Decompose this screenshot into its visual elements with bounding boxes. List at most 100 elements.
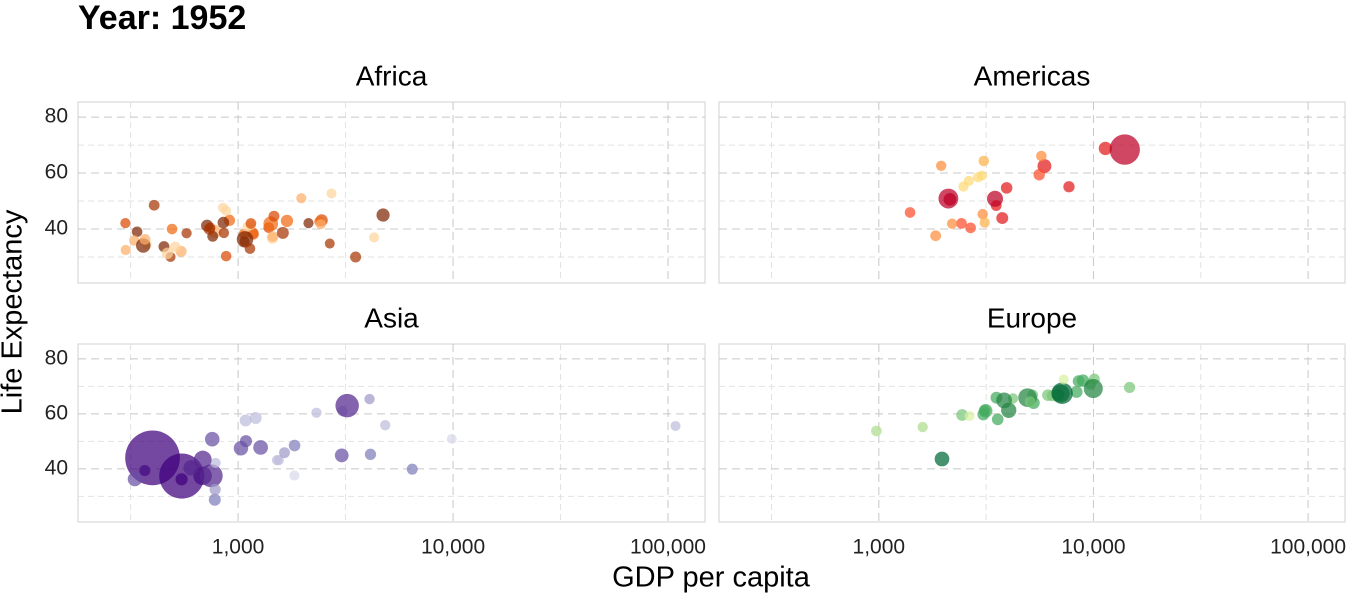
y-tick-label: 40 [45, 456, 68, 479]
data-point [871, 425, 882, 437]
data-point [181, 228, 192, 239]
data-point [267, 231, 279, 242]
data-point [268, 210, 280, 222]
data-point [139, 233, 151, 245]
y-axis-label: Life Expectancy [0, 209, 29, 414]
data-point [1063, 181, 1075, 193]
data-point [965, 222, 976, 234]
data-point [946, 218, 958, 229]
data-point [220, 250, 232, 262]
data-point [276, 226, 289, 239]
data-point [166, 223, 178, 235]
y-tick-label: 40 [45, 217, 68, 240]
facet-title: Africa [356, 60, 428, 91]
data-point [303, 218, 314, 229]
data-point [935, 160, 947, 171]
data-point [958, 181, 969, 192]
data-point [161, 247, 174, 260]
data-point [120, 244, 131, 256]
data-point [208, 493, 221, 506]
data-point [956, 218, 967, 229]
data-point [1024, 396, 1036, 408]
data-point [904, 207, 916, 218]
x-tick-label: 1,000 [212, 536, 265, 559]
data-point [964, 411, 975, 422]
y-tick-label: 80 [45, 105, 68, 128]
data-point [1109, 134, 1140, 165]
data-point [364, 448, 377, 460]
data-point [1098, 141, 1113, 156]
x-tick-label: 1,000 [853, 536, 906, 559]
facet-title: Americas [974, 60, 1091, 91]
data-point [289, 470, 300, 481]
data-point [209, 483, 221, 496]
data-point [204, 431, 220, 447]
data-point [131, 226, 143, 238]
y-tick-label: 60 [45, 161, 68, 184]
data-point [203, 223, 216, 235]
data-point [239, 414, 252, 427]
data-point [120, 218, 131, 229]
data-point [233, 441, 249, 456]
data-point [977, 208, 988, 220]
data-point [127, 471, 143, 487]
data-point [1033, 169, 1045, 181]
chart-title: Year: 1952 [78, 0, 246, 37]
data-point [315, 219, 326, 230]
data-point [991, 413, 1004, 426]
data-point [996, 212, 1009, 225]
points [871, 373, 1136, 467]
data-point [446, 433, 457, 444]
data-point [334, 448, 349, 463]
data-point [369, 232, 380, 243]
data-point [253, 440, 268, 455]
data-point [1123, 381, 1136, 394]
data-point [1000, 182, 1013, 194]
data-point [193, 450, 212, 469]
data-point [978, 155, 990, 167]
data-point [376, 208, 390, 222]
data-point [979, 217, 990, 228]
data-point [311, 407, 322, 418]
data-point [169, 241, 181, 253]
data-point [199, 464, 223, 488]
data-point [1058, 374, 1069, 385]
data-point [996, 392, 1012, 409]
data-point [148, 199, 160, 211]
data-point [934, 451, 950, 467]
data-point [280, 214, 294, 228]
data-point [976, 170, 988, 181]
points [125, 393, 681, 506]
x-tick-label: 10,000 [421, 536, 485, 559]
x-tick-label: 100,000 [1270, 536, 1346, 559]
data-point [249, 411, 262, 425]
x-axis-label: GDP per capita [612, 562, 811, 594]
data-point [183, 460, 199, 476]
data-point [930, 230, 942, 242]
x-tick-label: 100,000 [630, 536, 706, 559]
data-point [917, 421, 928, 433]
data-point [1083, 379, 1103, 399]
data-point [279, 447, 290, 459]
data-point [406, 463, 418, 475]
panel-background [718, 101, 1346, 284]
data-point [218, 227, 230, 239]
data-point [324, 238, 335, 249]
facet-title: Asia [364, 302, 419, 333]
data-point [1072, 375, 1085, 387]
data-point [364, 393, 375, 405]
data-point [175, 473, 188, 486]
panel-background [718, 343, 1346, 523]
data-point [245, 218, 257, 229]
data-point [271, 454, 283, 466]
data-point [244, 243, 256, 254]
facet-title: Europe [987, 302, 1077, 333]
points [904, 134, 1140, 242]
data-point [670, 420, 681, 432]
data-point [943, 192, 957, 206]
data-point [296, 193, 307, 204]
data-point [326, 188, 337, 199]
data-point [978, 404, 993, 418]
y-tick-label: 80 [45, 346, 68, 369]
